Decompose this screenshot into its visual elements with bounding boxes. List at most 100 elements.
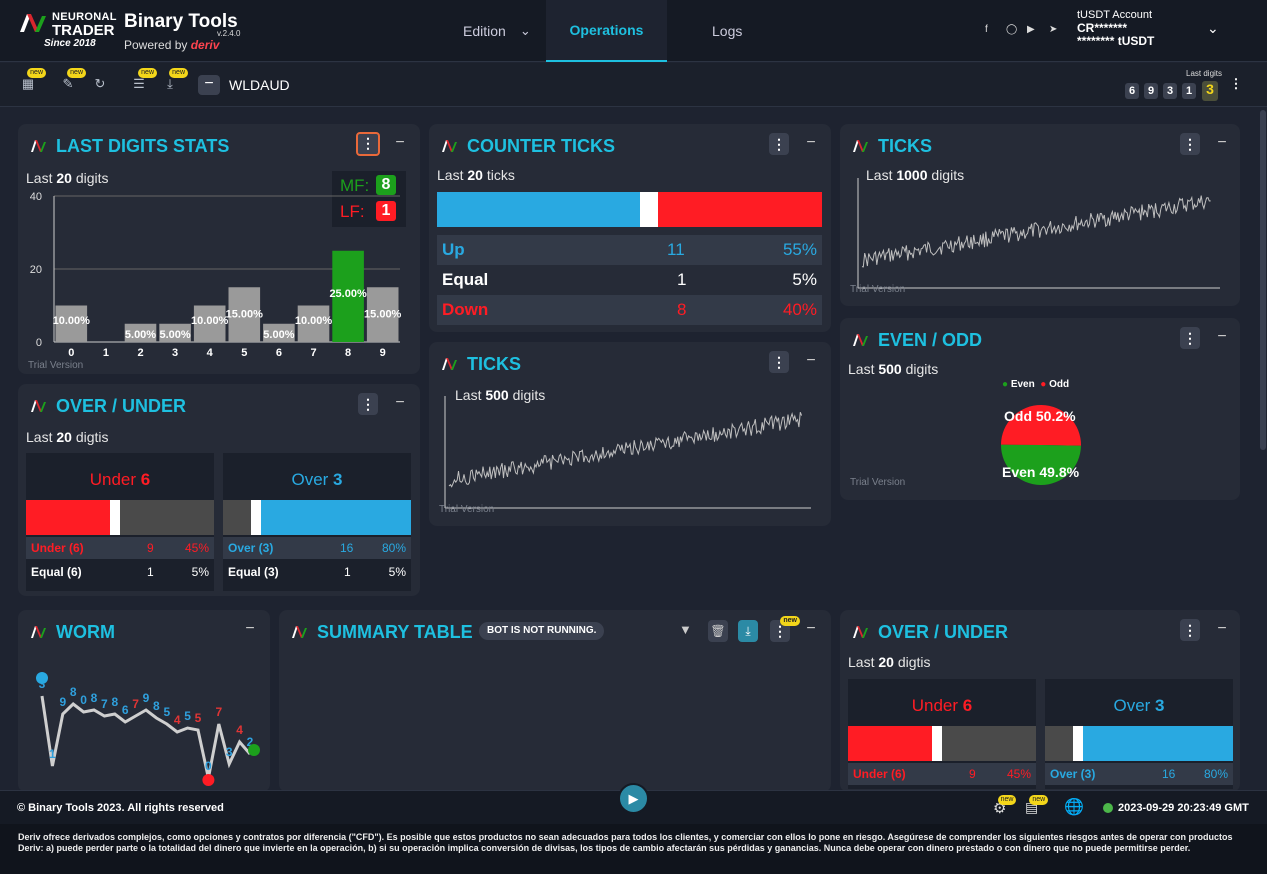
telegram-icon[interactable]: ➤ xyxy=(1049,24,1058,35)
subtitle-suffix: digtis xyxy=(75,429,109,445)
subtitle-suffix: digits xyxy=(931,167,965,183)
digit-bar xyxy=(124,323,157,342)
collapse-button[interactable]: − xyxy=(198,75,220,95)
nav-edition[interactable]: Edition ⌄ xyxy=(463,0,531,62)
even-pct-label: Even 49.8% xyxy=(1002,464,1080,480)
last-digits-label: Last digits xyxy=(1186,69,1223,78)
digit-bar-label: 15.00% xyxy=(364,308,402,320)
subtitle-prefix: Last xyxy=(437,167,464,183)
x-tick-label: 7 xyxy=(310,347,316,359)
equal-row-pct: 5% xyxy=(191,565,209,579)
toolbar-more-icon[interactable]: ⋮ xyxy=(1229,76,1243,91)
panel-minimize-button[interactable]: − xyxy=(806,134,816,151)
panel-subtitle: Last 20 digits xyxy=(26,170,109,186)
row-label: Down xyxy=(442,300,489,319)
account-info[interactable]: tUSDT Account CR******* ******** tUSDT xyxy=(1077,9,1154,48)
facebook-icon[interactable]: f xyxy=(985,24,988,35)
app-title: Binary Tools xyxy=(124,11,238,32)
last-digit-current: 3 xyxy=(1202,81,1218,101)
account-chevron-down-icon[interactable]: ⌄ xyxy=(1207,20,1219,36)
panel-minimize-button[interactable]: − xyxy=(1217,620,1227,637)
globe-icon[interactable]: 🌐 xyxy=(1064,799,1084,816)
play-button[interactable]: ▶ xyxy=(618,783,649,814)
panel-minimize-button[interactable]: − xyxy=(395,134,405,151)
panel-menu-button[interactable]: ⋮ xyxy=(769,351,789,373)
last-digit: 3 xyxy=(1163,83,1177,99)
layout-icon[interactable]: ▦ new xyxy=(20,68,46,92)
notes-icon[interactable]: ▤ new xyxy=(1025,795,1049,816)
panel-minimize-button[interactable]: − xyxy=(1217,134,1227,151)
panel-menu-button[interactable]: ⋮ xyxy=(769,133,789,155)
equal-row-label: Equal (6) xyxy=(31,565,82,579)
worm-digit-label: 4 xyxy=(174,713,181,727)
x-tick-label: 2 xyxy=(137,347,143,359)
over-heading-value: 3 xyxy=(333,470,343,489)
panel-menu-button[interactable]: ⋮ xyxy=(1180,619,1200,641)
edit-icon[interactable]: ✎ new xyxy=(60,68,86,92)
panel-logo-icon xyxy=(31,626,46,638)
mf-value: 8 xyxy=(376,175,396,195)
panel-minimize-button[interactable]: − xyxy=(806,352,816,369)
settings-icon[interactable]: ⚙ new xyxy=(993,795,1017,817)
subtitle-prefix: Last xyxy=(848,654,875,670)
over-card: Over 3 Over (3) 16 80% Equal (3) 1 5% xyxy=(223,453,411,591)
x-tick-label: 0 xyxy=(68,347,74,359)
worm-digit-label: 8 xyxy=(91,691,98,705)
bot-status-badge: BOT IS NOT RUNNING. xyxy=(479,622,605,640)
panel-menu-button[interactable]: ⋮ xyxy=(356,132,380,156)
panel-minimize-button[interactable]: − xyxy=(1217,328,1227,345)
worm-end-dot xyxy=(248,744,260,756)
under-card: Under 6 Under (6) 9 45% xyxy=(848,679,1036,789)
panel-minimize-button[interactable]: − xyxy=(806,620,816,637)
over-card: Over 3 Over (3) 16 80% xyxy=(1045,679,1233,789)
neuronal-trader-logo[interactable]: NEURONAL TRADER Since 2018 xyxy=(18,10,118,50)
counter-row-up: Up 11 55% xyxy=(437,235,822,265)
page-scrollbar[interactable] xyxy=(1260,110,1266,450)
subtitle-prefix: Last xyxy=(455,387,482,403)
panel-logo-icon xyxy=(442,140,457,152)
trash-icon[interactable]: 🗑 xyxy=(708,620,728,642)
download-icon[interactable]: ⤓ xyxy=(738,620,758,642)
panel-menu-button[interactable]: ⋮ xyxy=(1180,327,1200,349)
panel-minimize-button[interactable]: − xyxy=(395,394,405,411)
download-icon[interactable]: ⤓ new xyxy=(162,68,188,92)
new-badge: new xyxy=(1029,795,1049,805)
over-bar xyxy=(1045,726,1233,761)
sliders-icon[interactable]: ☰ new xyxy=(131,68,157,92)
app-brand: Binary Tools v.2.4.0 Powered by deriv xyxy=(124,11,240,53)
footer: © Binary Tools 2023. All rights reserved… xyxy=(0,783,1267,824)
symbol-name: WLDAUD xyxy=(229,77,290,93)
lf-value: 1 xyxy=(376,201,396,221)
panel-menu-button[interactable]: ⋮ new xyxy=(770,616,800,642)
new-badge: new xyxy=(780,616,800,626)
subtitle-count: 20 xyxy=(878,654,894,670)
panel-menu-button[interactable]: ⋮ xyxy=(1180,133,1200,155)
panel-logo-icon xyxy=(853,140,868,152)
subtitle-prefix: Last xyxy=(26,170,53,186)
panel-title: OVER / UNDER xyxy=(56,396,187,416)
y-tick-label: 40 xyxy=(30,191,42,203)
youtube-icon[interactable]: ▶ xyxy=(1027,24,1035,35)
subtitle-suffix: digits xyxy=(905,361,939,377)
logo-since: Since 2018 xyxy=(44,38,96,49)
chevron-down-icon[interactable]: ⌄ xyxy=(519,23,531,38)
panel-menu-button[interactable]: ⋮ xyxy=(358,393,378,415)
row-label: Equal xyxy=(442,270,489,289)
panel-logo-icon xyxy=(292,626,307,638)
panel-minimize-button[interactable]: − xyxy=(245,620,255,637)
counter-row-equal: Equal 1 5% xyxy=(437,265,822,295)
filter-icon[interactable]: ▼ xyxy=(679,622,692,637)
over-under-panel: OVER / UNDER ⋮ − Last 20 digtis Under 6 … xyxy=(18,384,420,596)
over-bar-fill xyxy=(261,500,411,535)
instagram-icon[interactable]: ◯ xyxy=(1006,24,1018,35)
counter-row-down: Down 8 40% xyxy=(437,295,822,325)
panel-title: LAST DIGITS STATS xyxy=(56,136,230,156)
refresh-icon[interactable]: ↻ xyxy=(94,76,106,91)
panel-logo-icon xyxy=(31,140,46,152)
under-bar xyxy=(848,726,1036,761)
over-equal-row: Equal (3) 1 5% xyxy=(223,561,411,583)
over-bar xyxy=(223,500,411,535)
nav-operations[interactable]: Operations xyxy=(546,0,667,62)
nav-logs[interactable]: Logs xyxy=(712,0,742,62)
panel-subtitle: Last 500 digits xyxy=(455,387,545,403)
